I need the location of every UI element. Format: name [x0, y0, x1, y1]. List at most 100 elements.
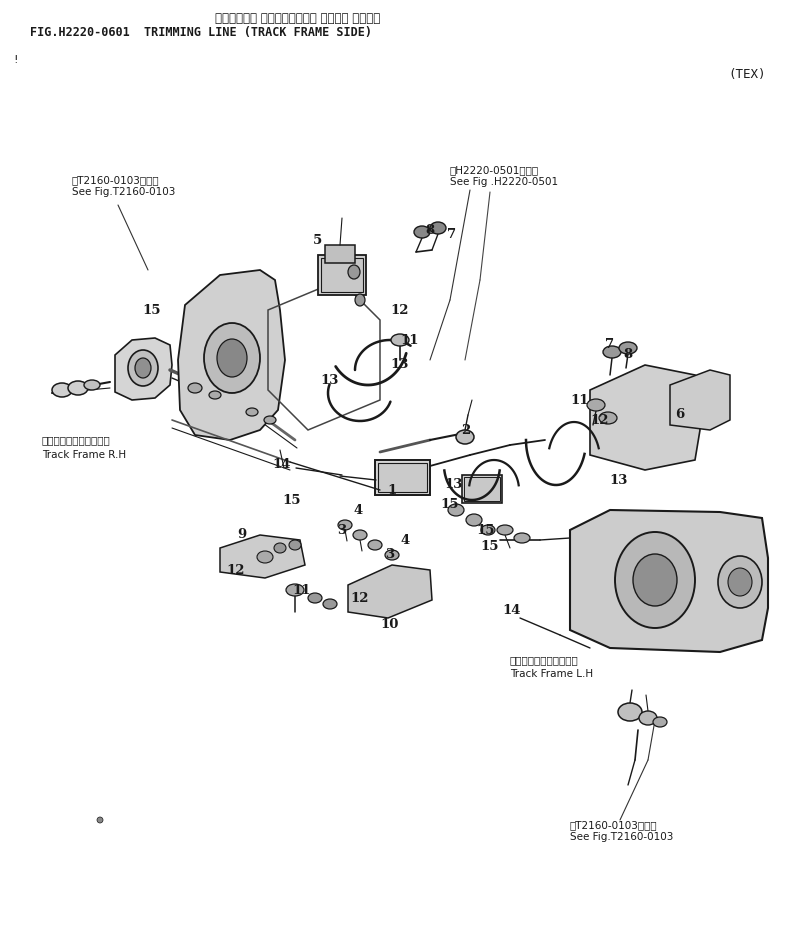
Ellipse shape [587, 399, 605, 411]
Bar [378, 463, 427, 492]
Text: 12: 12 [227, 564, 245, 577]
Ellipse shape [348, 265, 360, 279]
Ellipse shape [618, 703, 642, 721]
Text: 7: 7 [447, 229, 457, 241]
Text: 13: 13 [610, 474, 628, 487]
Polygon shape [570, 510, 768, 652]
Ellipse shape [286, 584, 304, 596]
Text: トラックフレーム　右側: トラックフレーム 右側 [42, 435, 111, 445]
Ellipse shape [135, 358, 151, 378]
Ellipse shape [84, 380, 100, 390]
Bar [321, 258, 363, 292]
Ellipse shape [481, 525, 495, 535]
Bar [375, 460, 430, 495]
Text: 4: 4 [400, 534, 410, 547]
Text: 5: 5 [313, 234, 323, 247]
Ellipse shape [68, 381, 88, 395]
Bar [318, 255, 366, 295]
Polygon shape [670, 370, 730, 430]
Text: Track Frame R.H: Track Frame R.H [42, 450, 126, 460]
Ellipse shape [448, 504, 464, 516]
Text: 2: 2 [462, 423, 471, 436]
Ellipse shape [209, 391, 221, 399]
Ellipse shape [430, 222, 446, 234]
Ellipse shape [497, 525, 513, 535]
Text: 13: 13 [391, 358, 409, 371]
Text: 12: 12 [391, 304, 409, 316]
Ellipse shape [466, 514, 482, 526]
Ellipse shape [246, 408, 258, 416]
Ellipse shape [633, 554, 677, 606]
Polygon shape [220, 535, 305, 578]
Text: 15: 15 [440, 498, 459, 511]
Bar [462, 475, 502, 503]
Ellipse shape [274, 543, 286, 553]
Ellipse shape [599, 412, 617, 424]
Ellipse shape [52, 383, 72, 397]
Text: 6: 6 [675, 409, 685, 421]
Text: FIG.H2220-0601  TRIMMING LINE (TRACK FRAME SIDE): FIG.H2220-0601 TRIMMING LINE (TRACK FRAM… [30, 26, 372, 39]
Text: 第H2220-0501図参照
See Fig .H2220-0501: 第H2220-0501図参照 See Fig .H2220-0501 [450, 165, 558, 187]
Ellipse shape [353, 530, 367, 540]
Polygon shape [115, 338, 172, 400]
Text: 8: 8 [425, 223, 435, 236]
Text: !: ! [12, 55, 19, 65]
Ellipse shape [718, 556, 762, 608]
Ellipse shape [385, 550, 399, 560]
Ellipse shape [289, 540, 301, 550]
Text: 10: 10 [381, 618, 400, 631]
Text: トリミング・ ライン（トラック フレーム サイド）: トリミング・ ライン（トラック フレーム サイド） [215, 12, 380, 25]
Polygon shape [178, 270, 285, 440]
Text: 3: 3 [385, 549, 395, 562]
Text: 15: 15 [480, 540, 499, 553]
Text: 15: 15 [283, 493, 301, 507]
Ellipse shape [653, 717, 667, 727]
Text: トラックフレーム　左側: トラックフレーム 左側 [510, 655, 579, 665]
Text: 1: 1 [387, 483, 396, 496]
Ellipse shape [603, 346, 621, 358]
Ellipse shape [323, 599, 337, 609]
Text: 第T2160-0103図参照
See Fig.T2160-0103: 第T2160-0103図参照 See Fig.T2160-0103 [570, 820, 674, 841]
Text: 14: 14 [502, 603, 521, 616]
Bar [325, 245, 355, 263]
Ellipse shape [188, 383, 202, 393]
Text: 11: 11 [571, 394, 590, 406]
Ellipse shape [619, 342, 637, 354]
Ellipse shape [639, 711, 657, 725]
Ellipse shape [308, 593, 322, 603]
Text: 3: 3 [338, 523, 346, 537]
Text: 11: 11 [293, 583, 311, 597]
Ellipse shape [97, 817, 103, 823]
Polygon shape [590, 365, 700, 470]
Text: 4: 4 [353, 504, 363, 517]
Text: 8: 8 [623, 349, 633, 361]
Text: (TEX): (TEX) [728, 68, 765, 81]
Ellipse shape [355, 294, 365, 306]
Bar [464, 477, 500, 501]
Text: Track Frame L.H: Track Frame L.H [510, 669, 593, 679]
Ellipse shape [217, 339, 247, 377]
Ellipse shape [338, 520, 352, 530]
Ellipse shape [128, 350, 158, 386]
Text: 13: 13 [445, 478, 463, 492]
Ellipse shape [728, 568, 752, 596]
Ellipse shape [615, 532, 695, 628]
Ellipse shape [514, 533, 530, 543]
Ellipse shape [414, 226, 430, 238]
Text: 11: 11 [401, 334, 419, 346]
Text: 9: 9 [237, 528, 246, 541]
Text: 12: 12 [591, 414, 609, 427]
Ellipse shape [257, 551, 273, 563]
Polygon shape [348, 565, 432, 618]
Text: 15: 15 [476, 523, 495, 537]
Ellipse shape [264, 416, 276, 424]
Text: 12: 12 [351, 592, 369, 604]
Ellipse shape [204, 323, 260, 393]
Ellipse shape [368, 540, 382, 550]
Text: 第T2160-0103図参照
See Fig.T2160-0103: 第T2160-0103図参照 See Fig.T2160-0103 [72, 175, 175, 197]
Text: 14: 14 [272, 459, 291, 472]
Text: 13: 13 [321, 373, 339, 386]
Ellipse shape [391, 334, 409, 346]
Text: 7: 7 [605, 339, 615, 352]
Text: 15: 15 [143, 304, 161, 316]
